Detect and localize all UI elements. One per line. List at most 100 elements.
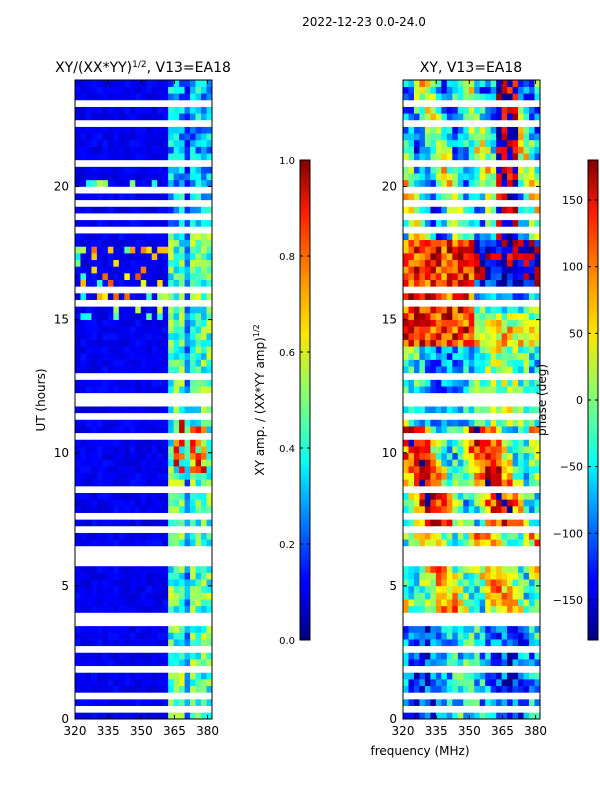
heatmap-cell xyxy=(173,392,180,400)
heatmap-cell xyxy=(463,579,470,587)
heatmap-cell xyxy=(190,685,196,693)
heatmap-cell xyxy=(157,213,163,221)
heatmap-cell xyxy=(479,399,486,407)
heatmap-cell xyxy=(479,199,486,207)
heatmap-cell xyxy=(135,466,142,474)
heatmap-cell xyxy=(430,213,437,221)
heatmap-cell xyxy=(507,599,513,607)
heatmap-cell xyxy=(534,585,541,593)
heatmap-cell xyxy=(118,499,125,507)
heatmap-cell xyxy=(474,412,481,420)
heatmap-cell xyxy=(529,545,535,553)
heatmap-cell xyxy=(446,279,453,287)
heatmap-cell xyxy=(435,632,442,640)
heatmap-cell xyxy=(518,665,524,673)
heatmap-cell xyxy=(403,86,409,94)
heatmap-cell xyxy=(80,379,87,387)
heatmap-cell xyxy=(468,532,475,540)
heatmap-cell xyxy=(96,312,103,320)
heatmap-cell xyxy=(529,652,535,660)
heatmap-cell xyxy=(490,392,497,400)
heatmap-cell xyxy=(441,532,448,540)
heatmap-cell xyxy=(463,219,470,227)
heatmap-cell xyxy=(184,506,191,513)
heatmap-cell xyxy=(206,273,213,280)
heatmap-cell xyxy=(151,119,158,127)
heatmap-cell xyxy=(457,585,464,593)
heatmap-cell xyxy=(85,379,92,387)
heatmap-cell xyxy=(452,625,459,633)
heatmap-cell xyxy=(184,319,191,327)
heatmap-cell xyxy=(190,193,196,201)
heatmap-cell xyxy=(523,133,530,141)
heatmap-cell xyxy=(140,372,147,380)
heatmap-cell xyxy=(168,153,174,161)
heatmap-cell xyxy=(118,352,125,360)
heatmap-cell xyxy=(190,139,196,147)
heatmap-cell xyxy=(124,406,131,414)
heatmap-cell xyxy=(430,552,437,560)
heatmap-cell xyxy=(75,672,81,680)
heatmap-cell xyxy=(85,466,92,474)
heatmap-cell xyxy=(118,679,125,687)
heatmap-cell xyxy=(157,612,163,620)
heatmap-cell xyxy=(102,306,109,314)
heatmap-cell xyxy=(424,545,431,553)
heatmap-cell xyxy=(485,93,491,101)
heatmap-cell xyxy=(452,253,459,261)
heatmap-cell xyxy=(419,625,426,633)
heatmap-cell xyxy=(441,572,448,580)
heatmap-cell xyxy=(474,672,481,680)
heatmap-cell xyxy=(168,632,174,640)
heatmap-cell xyxy=(474,472,481,480)
heatmap-cell xyxy=(457,273,464,280)
heatmap-cell xyxy=(206,612,213,620)
heatmap-cell xyxy=(518,99,524,107)
heatmap-cell xyxy=(463,539,470,547)
heatmap-cell xyxy=(490,319,497,327)
heatmap-cell xyxy=(140,266,147,274)
heatmap-cell xyxy=(162,585,169,593)
heatmap-cell xyxy=(140,539,147,547)
heatmap-cell xyxy=(85,665,92,673)
heatmap-cell xyxy=(468,539,475,547)
heatmap-cell xyxy=(457,359,464,367)
heatmap-cell xyxy=(441,80,448,87)
heatmap-cell xyxy=(113,625,120,633)
heatmap-cell xyxy=(96,419,103,427)
heatmap-cell xyxy=(118,712,125,720)
heatmap-cell xyxy=(403,579,409,587)
heatmap-cell xyxy=(512,352,519,360)
heatmap-cell xyxy=(75,86,81,94)
heatmap-cell xyxy=(430,239,437,247)
heatmap-cell xyxy=(118,199,125,207)
heatmap-cell xyxy=(102,173,109,181)
heatmap-cell xyxy=(151,306,158,314)
heatmap-cell xyxy=(91,86,98,94)
heatmap-cell xyxy=(534,699,541,706)
heatmap-cell xyxy=(179,179,185,187)
heatmap-cell xyxy=(107,253,114,261)
heatmap-cell xyxy=(168,679,174,687)
heatmap-cell xyxy=(124,213,131,221)
heatmap-cell xyxy=(463,679,470,687)
heatmap-cell xyxy=(184,339,191,347)
heatmap-cell xyxy=(468,625,475,633)
heatmap-cell xyxy=(140,206,147,214)
heatmap-cell xyxy=(419,306,426,314)
heatmap-cell xyxy=(490,619,497,627)
heatmap-cell xyxy=(424,366,431,374)
heatmap-cell xyxy=(501,512,508,520)
heatmap-cell xyxy=(107,519,114,527)
heatmap-cell xyxy=(501,632,508,640)
heatmap-cell xyxy=(507,259,513,267)
heatmap-cell xyxy=(140,685,147,693)
heatmap-cell xyxy=(135,359,142,367)
heatmap-cell xyxy=(518,572,524,580)
heatmap-cell xyxy=(479,572,486,580)
y-tick-label: 0 xyxy=(389,712,397,726)
heatmap-cell xyxy=(173,86,180,94)
heatmap-cell xyxy=(490,386,497,394)
heatmap-cell xyxy=(424,572,431,580)
heatmap-cell xyxy=(430,339,437,347)
